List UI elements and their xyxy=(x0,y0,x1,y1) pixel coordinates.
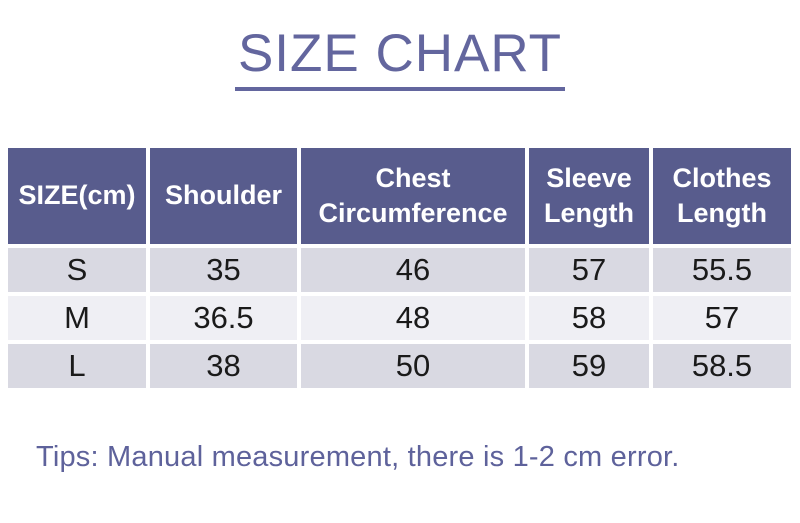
table-cell-l-shoulder: 38 xyxy=(150,344,297,388)
table-cell-l-sleeve: 59 xyxy=(529,344,649,388)
table-cell-size-l: L xyxy=(8,344,146,388)
column-header-sleeve-length: Sleeve Length xyxy=(529,148,649,244)
table-cell-m-chest: 48 xyxy=(301,296,525,340)
table-cell-m-shoulder: 36.5 xyxy=(150,296,297,340)
table-cell-size-m: M xyxy=(8,296,146,340)
table-cell-s-shoulder: 35 xyxy=(150,248,297,292)
size-chart-table: SIZE(cm) Shoulder Chest Circumference Sl… xyxy=(8,148,791,388)
column-header-shoulder: Shoulder xyxy=(150,148,297,244)
table-cell-size-s: S xyxy=(8,248,146,292)
table-cell-s-sleeve: 57 xyxy=(529,248,649,292)
tips-note: Tips: Manual measurement, there is 1-2 c… xyxy=(36,441,680,473)
table-cell-s-chest: 46 xyxy=(301,248,525,292)
title-wrap: SIZE CHART xyxy=(0,26,800,91)
column-header-chest-circumference: Chest Circumference xyxy=(301,148,525,244)
table-cell-m-clothes: 57 xyxy=(653,296,791,340)
page-title: SIZE CHART xyxy=(234,26,566,91)
table-cell-m-sleeve: 58 xyxy=(529,296,649,340)
table-cell-l-chest: 50 xyxy=(301,344,525,388)
table-cell-l-clothes: 58.5 xyxy=(653,344,791,388)
column-header-size: SIZE(cm) xyxy=(8,148,146,244)
column-header-clothes-length: Clothes Length xyxy=(653,148,791,244)
table-cell-s-clothes: 55.5 xyxy=(653,248,791,292)
